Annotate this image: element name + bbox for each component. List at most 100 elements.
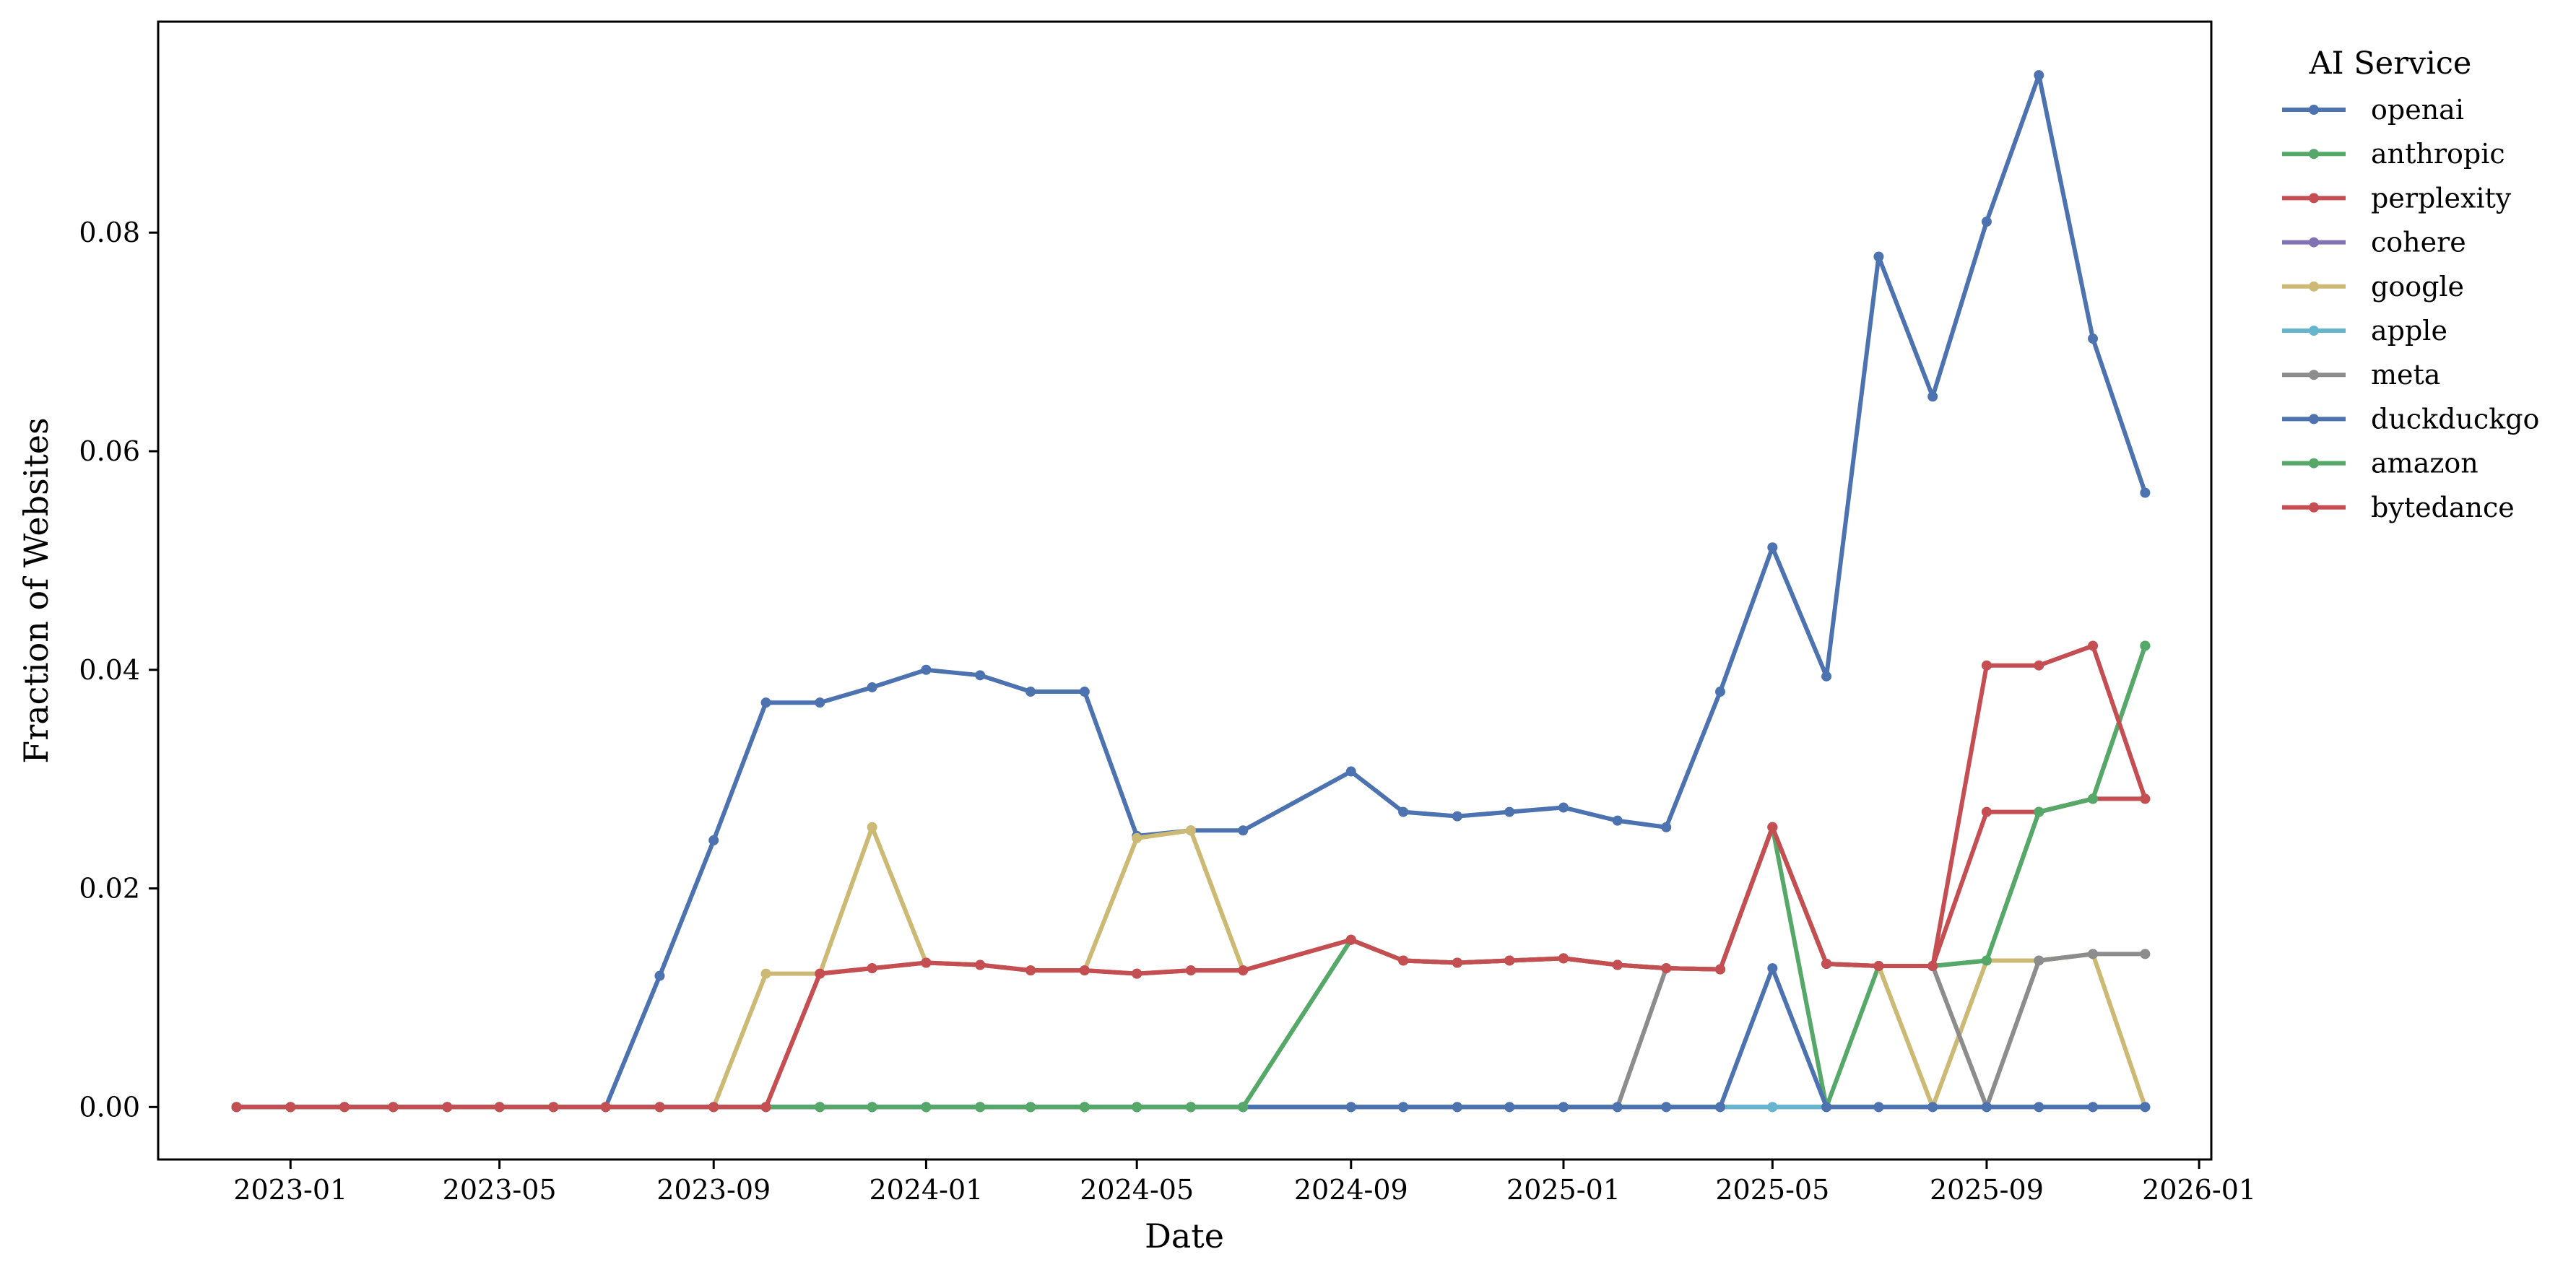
y-axis-title: Fraction of Websites bbox=[17, 417, 56, 763]
legend-item-amazon: amazon bbox=[2282, 448, 2479, 479]
data-point bbox=[1345, 934, 1356, 945]
data-point bbox=[975, 670, 986, 681]
x-tick-label: 2023-09 bbox=[656, 1174, 771, 1206]
data-point bbox=[1398, 955, 1409, 966]
data-point bbox=[867, 682, 877, 692]
series-openai bbox=[231, 70, 2151, 1113]
legend-marker bbox=[2309, 149, 2319, 160]
legend-item-perplexity: perplexity bbox=[2282, 182, 2512, 214]
data-point bbox=[760, 1102, 771, 1113]
data-point bbox=[548, 1102, 559, 1113]
series-anthropic bbox=[231, 640, 2151, 1113]
data-point bbox=[339, 1102, 350, 1113]
data-point bbox=[2088, 793, 2099, 804]
series-line-openai bbox=[234, 73, 2148, 1110]
legend-label: meta bbox=[2371, 359, 2440, 391]
data-point bbox=[2034, 660, 2044, 671]
data-point bbox=[1079, 965, 1090, 976]
legend-item-anthropic: anthropic bbox=[2282, 138, 2505, 170]
data-point bbox=[1345, 766, 1356, 777]
data-point bbox=[1981, 806, 1992, 817]
data-point bbox=[1981, 1102, 1992, 1113]
y-axis: 0.00 0.02 0.04 0.06 0.08 bbox=[79, 217, 158, 1123]
data-point bbox=[760, 968, 771, 979]
data-point bbox=[1661, 963, 1672, 974]
legend-label: apple bbox=[2371, 315, 2447, 347]
data-point bbox=[1612, 1102, 1623, 1113]
legend-label: duckduckgo bbox=[2371, 403, 2539, 435]
data-point bbox=[2140, 487, 2151, 498]
data-point bbox=[1981, 955, 1992, 966]
legend-label: perplexity bbox=[2371, 182, 2512, 214]
legend-marker bbox=[2309, 237, 2319, 248]
legend-item-meta: meta bbox=[2282, 359, 2440, 391]
data-point bbox=[1079, 687, 1090, 697]
x-axis-title: Date bbox=[1145, 1217, 1224, 1256]
legend-marker bbox=[2309, 414, 2319, 425]
data-point bbox=[1504, 806, 1515, 817]
data-point bbox=[1345, 1102, 1356, 1113]
data-point bbox=[1398, 806, 1409, 817]
data-point bbox=[1185, 825, 1196, 836]
y-tick-label: 0.04 bbox=[79, 654, 140, 686]
data-point bbox=[1661, 1102, 1672, 1113]
data-point bbox=[975, 1102, 986, 1113]
legend-label: amazon bbox=[2371, 448, 2479, 479]
data-point bbox=[1025, 1102, 1036, 1113]
x-tick-label: 2023-05 bbox=[443, 1174, 557, 1206]
data-point bbox=[388, 1102, 399, 1113]
data-point bbox=[1185, 1102, 1196, 1113]
data-point bbox=[975, 959, 986, 970]
data-point bbox=[815, 697, 825, 708]
data-point bbox=[1821, 1102, 1832, 1113]
legend-label: cohere bbox=[2371, 227, 2466, 258]
data-point bbox=[815, 968, 825, 979]
series-bytedance bbox=[231, 640, 2151, 1113]
legend-item-cohere: cohere bbox=[2282, 227, 2466, 258]
data-point bbox=[1238, 965, 1249, 976]
data-point bbox=[1238, 1102, 1249, 1113]
data-point bbox=[1558, 802, 1569, 813]
data-point bbox=[231, 1102, 242, 1113]
series-duckduckgo bbox=[231, 963, 2151, 1113]
legend: AI Service openai anthropic perplexity cohe… bbox=[2282, 45, 2539, 523]
legend-item-apple: apple bbox=[2282, 315, 2447, 347]
series-line-bytedance bbox=[234, 643, 2148, 1110]
data-point bbox=[1185, 965, 1196, 976]
data-point bbox=[760, 697, 771, 708]
legend-label: openai bbox=[2371, 94, 2464, 126]
data-point bbox=[1927, 961, 1938, 972]
data-point bbox=[867, 822, 877, 832]
data-point bbox=[494, 1102, 505, 1113]
x-axis: 2023-01 2023-05 2023-09 2024-01 2024-05 2024-… bbox=[233, 1159, 2256, 1206]
legend-item-bytedance: bytedance bbox=[2282, 492, 2515, 523]
data-point bbox=[1767, 963, 1778, 974]
data-point bbox=[921, 1102, 932, 1113]
data-point bbox=[1873, 1102, 1884, 1113]
data-point bbox=[1714, 964, 1725, 975]
data-point bbox=[1767, 542, 1778, 553]
legend-marker bbox=[2309, 326, 2319, 336]
y-tick-label: 0.06 bbox=[79, 435, 140, 467]
x-tick-label: 2024-09 bbox=[1294, 1174, 1408, 1206]
x-tick-label: 2025-01 bbox=[1506, 1174, 1621, 1206]
data-point bbox=[1558, 953, 1569, 964]
data-point bbox=[867, 1102, 877, 1113]
data-point bbox=[1132, 832, 1142, 843]
data-point bbox=[1452, 811, 1462, 822]
data-point bbox=[442, 1102, 453, 1113]
data-point bbox=[2034, 1102, 2044, 1113]
data-point bbox=[1504, 1102, 1515, 1113]
legend-marker bbox=[2309, 281, 2319, 292]
data-point bbox=[1238, 825, 1249, 836]
legend-item-google: google bbox=[2282, 271, 2464, 303]
data-point bbox=[2140, 640, 2151, 651]
data-point bbox=[2140, 793, 2151, 804]
data-point bbox=[1504, 955, 1515, 966]
legend-marker bbox=[2309, 370, 2319, 380]
data-point bbox=[1398, 1102, 1409, 1113]
data-point bbox=[708, 1102, 719, 1113]
data-point bbox=[1558, 1102, 1569, 1113]
data-point bbox=[1612, 815, 1623, 826]
